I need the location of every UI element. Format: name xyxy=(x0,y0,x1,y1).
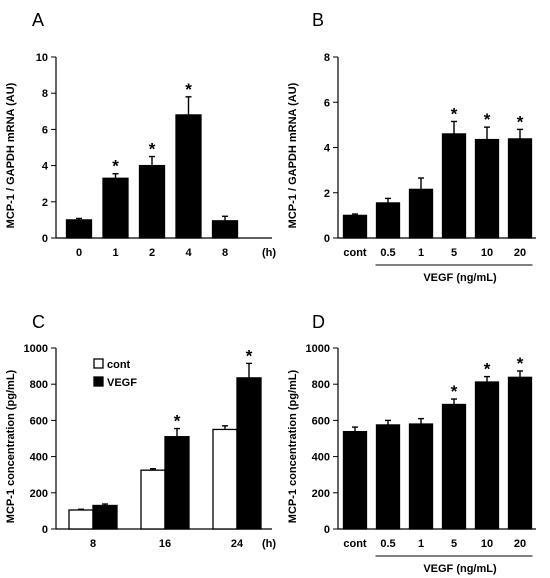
y-tick-label: 800 xyxy=(312,379,330,391)
x-tick-label: cont xyxy=(343,247,367,259)
x-tick-label: 8 xyxy=(90,538,96,550)
bar-cont xyxy=(342,430,368,530)
y-axis-label: MCP-1 concentration (pg/mL) xyxy=(287,369,299,523)
panel-letter: A xyxy=(32,10,44,30)
panel-b: B 0 2 4 6 8 MCP-1 / GAPDH mRNA (AU) cont 0.5 1 * 5 *… xyxy=(287,10,536,284)
y-axis-label: MCP-1 concentration (pg/mL) xyxy=(5,369,17,523)
y-tick-label: 0 xyxy=(324,524,330,536)
bar-5 xyxy=(441,403,467,530)
bar-0.5 xyxy=(375,202,401,239)
bar-4 xyxy=(175,114,202,239)
panel-c: C 0 200 400 600 800 1000 MCP-1 concentration (p… xyxy=(5,312,276,550)
y-tick-label: 2 xyxy=(324,188,330,200)
x-tick-label: 1 xyxy=(418,247,424,259)
significance-star: * xyxy=(112,157,119,176)
bar-8 xyxy=(211,220,239,239)
x-tick-label: 20 xyxy=(514,247,526,259)
x-unit-label: (h) xyxy=(262,538,276,550)
y-tick-label: 10 xyxy=(36,52,48,64)
x-tick-label: 2 xyxy=(149,247,155,259)
y-tick-label: 2 xyxy=(42,197,48,209)
x-tick-label: 24 xyxy=(231,538,244,550)
bar-0 xyxy=(65,219,93,239)
group-label: VEGF (ng/mL) xyxy=(423,272,497,284)
significance-star: * xyxy=(484,110,491,129)
x-tick-label: 0.5 xyxy=(380,538,395,550)
significance-star: * xyxy=(246,346,253,365)
panel-a: A 0 2 4 6 8 10 MCP-1 / GAPDH mRNA (AU) 0 * 1 * 2 * 4 8 (… xyxy=(5,10,276,259)
bar-8-cont xyxy=(68,509,94,530)
bar-0.5 xyxy=(375,424,401,530)
bar-8-VEGF xyxy=(92,504,118,530)
y-tick-label: 4 xyxy=(42,161,49,173)
x-tick-label: 16 xyxy=(159,538,171,550)
significance-star: * xyxy=(185,80,192,99)
x-tick-label: 1 xyxy=(418,538,424,550)
significance-star: * xyxy=(484,360,491,379)
y-axis-label: MCP-1 / GAPDH mRNA (AU) xyxy=(287,82,299,228)
y-tick-label: 6 xyxy=(42,124,48,136)
y-tick-label: 8 xyxy=(42,88,48,100)
bar-1 xyxy=(408,423,434,530)
bar-5 xyxy=(441,133,467,239)
legend-swatch-cont xyxy=(93,358,104,369)
group-label: VEGF (ng/mL) xyxy=(423,563,497,575)
y-tick-label: 0 xyxy=(324,233,330,245)
x-tick-label: 0 xyxy=(76,247,82,259)
bar-10 xyxy=(474,138,500,239)
bar-10 xyxy=(474,381,500,530)
x-tick-label: 5 xyxy=(451,247,457,259)
x-tick-label: 10 xyxy=(481,247,493,259)
bar-24-cont xyxy=(212,428,238,530)
y-tick-label: 0 xyxy=(42,233,48,245)
x-tick-label: 10 xyxy=(481,538,493,550)
x-tick-label: 5 xyxy=(451,538,457,550)
panel-letter: D xyxy=(312,312,325,332)
y-tick-label: 800 xyxy=(30,379,48,391)
x-tick-label: cont xyxy=(343,538,367,550)
legend-label-cont: cont xyxy=(107,359,131,371)
bar-1 xyxy=(102,177,129,239)
y-tick-label: 4 xyxy=(324,143,331,155)
y-tick-label: 200 xyxy=(30,488,48,500)
y-tick-label: 600 xyxy=(30,415,48,427)
bar-24-VEGF xyxy=(236,377,262,530)
bar-2 xyxy=(138,164,166,239)
bar-20 xyxy=(507,376,533,530)
significance-star: * xyxy=(517,112,524,131)
x-tick-label: 20 xyxy=(514,538,526,550)
bar-16-VEGF xyxy=(164,436,190,530)
y-tick-label: 8 xyxy=(324,52,330,64)
panel-letter: C xyxy=(32,312,45,332)
bar-cont xyxy=(342,214,368,239)
x-tick-label: 1 xyxy=(112,247,118,259)
legend-label-VEGF: VEGF xyxy=(107,377,137,389)
x-unit-label: (h) xyxy=(262,247,276,259)
y-tick-label: 400 xyxy=(312,452,330,464)
y-tick-label: 600 xyxy=(312,415,330,427)
significance-star: * xyxy=(451,382,458,401)
y-tick-label: 0 xyxy=(42,524,48,536)
y-tick-label: 1000 xyxy=(306,343,330,355)
y-tick-label: 6 xyxy=(324,97,330,109)
x-tick-label: 8 xyxy=(222,247,228,259)
panel-d: D 0 200 400 600 800 1000 MCP-1 concentration (p… xyxy=(287,312,536,575)
bar-20 xyxy=(507,138,533,239)
y-tick-label: 400 xyxy=(30,452,48,464)
y-axis-label: MCP-1 / GAPDH mRNA (AU) xyxy=(5,82,17,228)
y-tick-label: 1000 xyxy=(24,343,48,355)
legend-swatch-VEGF xyxy=(93,376,104,387)
bar-1 xyxy=(408,188,434,239)
significance-star: * xyxy=(174,412,181,431)
bar-16-cont xyxy=(140,469,166,530)
significance-star: * xyxy=(451,104,458,123)
significance-star: * xyxy=(149,140,156,159)
x-tick-label: 0.5 xyxy=(380,247,395,259)
x-tick-label: 4 xyxy=(185,247,192,259)
y-tick-label: 200 xyxy=(312,488,330,500)
significance-star: * xyxy=(517,354,524,373)
panel-letter: B xyxy=(312,10,324,30)
